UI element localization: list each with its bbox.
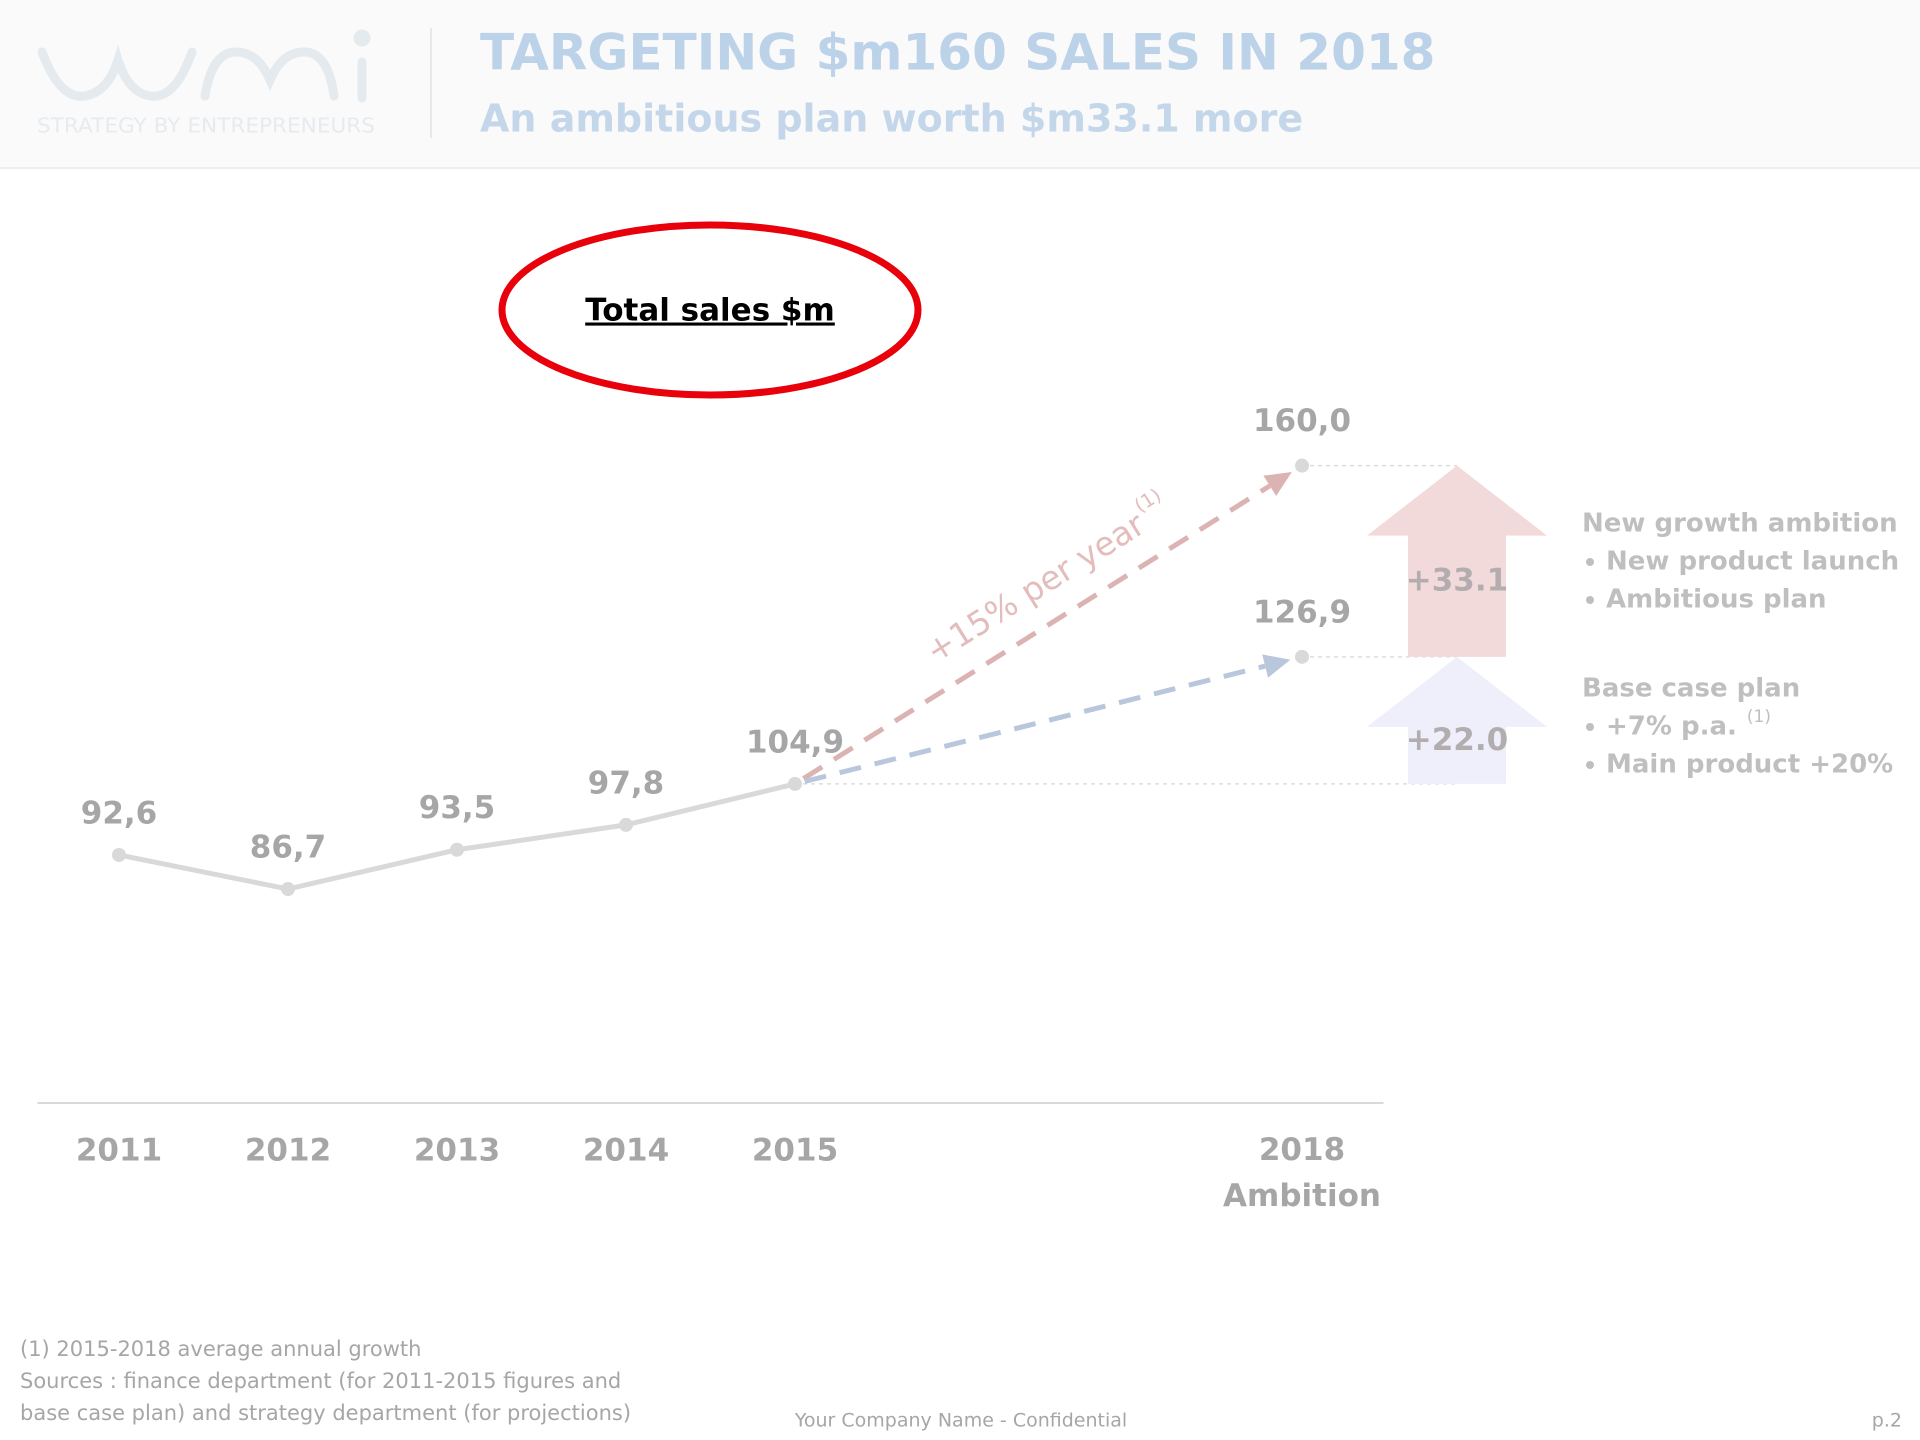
footnote: Sources : finance department (for 2011-2… xyxy=(20,1369,621,1393)
slide-subtitle: An ambitious plan worth $m33.1 more xyxy=(480,97,1303,141)
logo-tagline: STRATEGY BY ENTREPRENEURS xyxy=(37,114,375,138)
projection-arrowhead xyxy=(1262,654,1291,678)
footnote: base case plan) and strategy department … xyxy=(20,1401,631,1425)
chart-title: Total sales $m xyxy=(585,293,835,329)
projection-line xyxy=(802,483,1272,781)
value-label: 92,6 xyxy=(81,795,158,831)
bullet xyxy=(1586,761,1594,769)
value-label: 126,9 xyxy=(1253,594,1351,630)
projection-line xyxy=(804,663,1266,784)
growth-text: +15% per year xyxy=(919,504,1152,670)
x-tick-label: 2012 xyxy=(245,1133,331,1169)
increase-label: +33.1 xyxy=(1406,563,1508,599)
footer-text: Your Company Name - Confidential xyxy=(794,1410,1127,1432)
legend-bullet: Main product +20% xyxy=(1606,750,1893,780)
bullet xyxy=(1586,596,1594,604)
title-highlight xyxy=(498,221,922,399)
growth-annotation: +15% per year(1) xyxy=(919,484,1165,670)
bullet xyxy=(1586,723,1594,731)
x-tick-label: 2014 xyxy=(583,1133,669,1169)
legend-bullet: +7% p.a. xyxy=(1606,712,1737,742)
point xyxy=(281,882,295,897)
increase-arrow xyxy=(1367,656,1547,784)
point xyxy=(1295,649,1309,664)
x-tick-label: 2018 Ambition xyxy=(1223,1132,1381,1214)
x-tick-label: 2011 xyxy=(76,1133,162,1169)
x-tick-label: 2013 xyxy=(414,1133,500,1169)
increase-arrow xyxy=(1367,465,1547,657)
bullet xyxy=(1586,558,1594,566)
legend-title: Base case plan xyxy=(1582,674,1800,704)
value-label: 97,8 xyxy=(588,765,665,801)
point xyxy=(450,842,464,857)
legend-title: New growth ambition xyxy=(1582,509,1898,539)
value-label: 86,7 xyxy=(250,830,327,866)
value-label: 104,9 xyxy=(746,724,844,760)
footnote-marker: (1) xyxy=(1747,707,1771,727)
value-label: 160,0 xyxy=(1253,403,1351,439)
x-tick-label: 2018 Ambition xyxy=(1223,1132,1381,1214)
legend-bullet: New product launch xyxy=(1606,547,1899,577)
value-label: 93,5 xyxy=(419,790,496,826)
point xyxy=(112,847,126,862)
point xyxy=(788,776,802,791)
growth-note: (1) xyxy=(1131,484,1165,517)
legend-bullet: Ambitious plan xyxy=(1606,585,1827,615)
header-band xyxy=(0,0,1920,168)
footnote: (1) 2015-2018 average annual growth xyxy=(20,1337,421,1361)
point xyxy=(619,817,633,832)
projection-arrowhead xyxy=(1263,472,1292,497)
x-tick-label: 2015 xyxy=(752,1133,838,1169)
logo xyxy=(37,29,371,103)
point xyxy=(1295,458,1309,473)
increase-label: +22.0 xyxy=(1406,722,1508,758)
slide-title: TARGETING $m160 SALES IN 2018 xyxy=(480,24,1435,82)
page-number: p.2 xyxy=(1872,1410,1902,1432)
